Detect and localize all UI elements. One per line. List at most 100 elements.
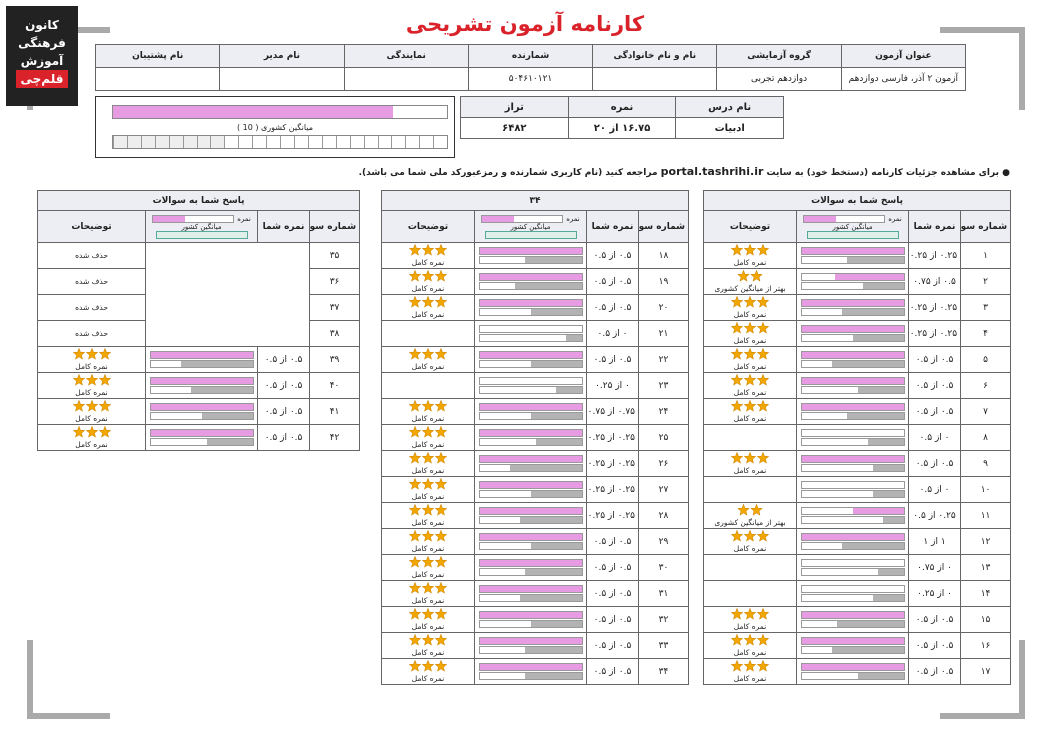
value-row: ادبیات ۱۶.۷۵ از ۲۰ ۶۴۸۲ [460,117,784,139]
question-bars [474,476,587,503]
star [408,295,422,308]
segment [182,136,197,148]
question-note: نمره کامل [75,414,108,423]
question-bars [474,554,587,581]
question-score: ۰.۵ از ۰.۵ [257,398,311,425]
score-bar [150,430,253,436]
panel-title: پاسخ شما به سوالات [36,190,361,211]
avg-track [478,334,583,342]
question-number: ۲۰ [638,294,689,321]
legend-row: نمره [147,214,256,223]
question-note: حذف شده [75,303,108,312]
avg-bar [515,283,582,289]
question-bars [474,658,587,685]
star [72,425,85,438]
star [421,633,435,646]
avg-track [800,412,905,420]
question-number: ۲۳ [638,372,689,399]
avg-track [800,490,905,498]
star [408,659,422,672]
question-score: ۰.۲۵ از ۰.۲۵ [908,320,962,347]
question-notes: حذف شده [36,294,147,321]
avg-track [478,672,583,680]
panel-title: پاسخ شما به سوالات [702,190,1012,211]
question-row: ۲ ۰.۵ از ۰.۷۵ بهتر از میانگین کشوری [702,268,1012,295]
avg-track [478,464,583,472]
column-header: شماره سوال [960,210,1012,243]
star [743,451,757,464]
question-notes: نمره کامل [381,632,475,659]
star [408,477,422,490]
question-bars [146,295,258,321]
question-row: ۴۲ ۰.۵ از ۰.۵ نمره کامل [36,424,361,451]
panel-title-row: پاسخ شما به سوالات [36,190,361,211]
star [756,633,770,646]
star [421,399,435,412]
score-bar [835,274,904,280]
question-row: ۲۲ ۰.۵ از ۰.۵ نمره کامل [381,346,689,373]
question-score: ۰.۵ از ۰.۵ [586,554,639,581]
question-bars [474,528,587,555]
star [737,503,750,516]
question-row: ۲۹ ۰.۵ از ۰.۵ نمره کامل [381,528,689,555]
avg-track [478,282,583,290]
question-notes: نمره کامل [36,424,147,451]
question-row: ۲۴ ۰.۷۵ از ۰.۷۵ نمره کامل [381,398,689,425]
header-label: نمایندگی [343,44,469,68]
question-number: ۲۵ [638,424,689,451]
avg-bar [525,257,582,263]
question-bars [796,476,910,503]
segment [363,136,378,148]
question-row: ۱۲ ۱ از ۱ نمره کامل [702,528,1012,555]
question-score: ۰.۲۵ از ۰.۲۵ [586,424,639,451]
question-row: ۳۳ ۰.۵ از ۰.۵ نمره کامل [381,632,689,659]
question-notes: نمره کامل [702,320,798,347]
segment [238,136,253,148]
question-bars [474,580,587,607]
score-track [800,403,905,411]
avg-bar [181,361,253,367]
header-value: ۵۰۴۶۱۰۱۲۱ [467,67,594,91]
star [730,451,744,464]
star [72,373,85,386]
question-row: ۱۳ ۰ از ۰.۷۵ [702,554,1012,581]
star [730,529,744,542]
score-track [478,507,583,515]
question-number: ۳۶ [309,268,361,295]
star [408,425,422,438]
question-bars [145,372,259,399]
question-bars [146,269,258,295]
question-note: نمره کامل [411,544,445,553]
notice-link[interactable]: portal.tashrihi.ir [660,165,764,178]
question-notes: حذف شده [36,242,147,269]
avg-bar [857,387,904,393]
question-bars [474,294,587,321]
legend-label: نمره [566,214,580,223]
avg-track [800,334,905,342]
score-bar [801,664,904,670]
question-number: ۱۴ [960,580,1012,607]
avg-bar [566,335,582,341]
header-value [343,67,469,91]
avg-track [478,386,583,394]
question-score: ۰.۵ از ۰.۵ [257,372,311,399]
segment [168,136,183,148]
star [72,347,85,360]
logo-text: آموزش [20,54,64,68]
score-track [478,533,583,541]
segment [377,136,392,148]
star [756,243,770,256]
question-note: نمره کامل [733,466,767,475]
avg-track [800,594,905,602]
star [743,295,757,308]
avg-track [800,646,905,654]
avg-track [800,464,905,472]
question-row: ۳۶ حذف شده [36,268,361,295]
stars [408,451,448,464]
star [421,529,435,542]
avg-track [478,438,583,446]
legend-swatch [481,214,564,223]
star [743,659,757,672]
stars [72,425,111,438]
question-notes: نمره کامل [381,528,475,555]
